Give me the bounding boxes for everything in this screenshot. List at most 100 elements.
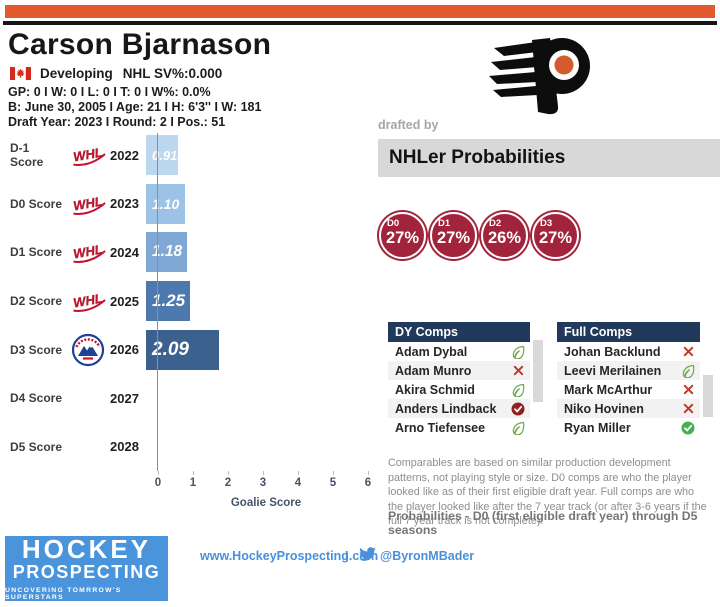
chart-row: D5 Score 2028 [10, 423, 382, 472]
axis-tick [158, 471, 159, 475]
probability-circle-d1[interactable]: D1 27% [430, 212, 477, 259]
table-row[interactable]: Akira Schmid [388, 380, 530, 399]
chart-y-axis [157, 133, 158, 471]
table-row[interactable]: Niko Hovinen [557, 399, 700, 418]
full-comps-scrollbar[interactable] [703, 375, 713, 417]
x-axis-title: Goalie Score [230, 497, 302, 509]
bar-value-label: 1.25 [152, 291, 186, 311]
row-label: D5 Score [10, 439, 63, 454]
score-bar[interactable]: 1.25 [146, 281, 190, 322]
axis-tick [368, 471, 369, 475]
score-bar[interactable]: 1.10 [146, 183, 185, 224]
development-status: Developing [40, 66, 113, 81]
nhl-sv-stat: NHL SV%:0.000 [122, 66, 223, 81]
record-line: GP: 0 I W: 0 I L: 0 I T: 0 I W%: 0.0% [8, 85, 211, 99]
comp-name: Ryan Miller [564, 420, 631, 435]
row-label: D1 Score [10, 245, 63, 260]
bar-value-label: 1.18 [152, 243, 183, 261]
top-black-bar [3, 21, 717, 25]
draft-line: Draft Year: 2023 I Round: 2 I Pos.: 51 [8, 115, 226, 129]
dy-comps-header: DY Comps [388, 322, 530, 342]
axis-tick-label: 5 [329, 477, 337, 489]
table-row[interactable]: Arno Tiefensee [388, 418, 530, 437]
table-row[interactable]: Mark McArthur [557, 380, 700, 399]
twitter-handle-link[interactable]: @ByronMBader [380, 549, 475, 563]
top-orange-bar [5, 5, 715, 18]
comparables-note: Comparables are based on similar product… [388, 457, 707, 528]
probabilities-section-title: NHLer Probabilities [378, 139, 720, 177]
canada-flag-icon [10, 67, 31, 80]
table-row[interactable]: Adam Munro [388, 361, 530, 380]
comp-name: Johan Backlund [564, 344, 661, 359]
table-row[interactable]: Leevi Merilainen [557, 361, 700, 380]
season-year: 2025 [110, 293, 139, 309]
table-row[interactable]: Johan Backlund [557, 342, 700, 361]
svg-text:WHL: WHL [72, 193, 104, 213]
score-bar[interactable]: 1.18 [146, 232, 188, 273]
row-label: D-1 Score [10, 141, 44, 170]
comp-name: Adam Dybal [395, 344, 468, 359]
probability-circles: D0 27% D1 27% D2 26% D3 27% [379, 212, 579, 259]
score-bar[interactable]: 0.91 [146, 135, 178, 176]
x-icon [682, 345, 695, 358]
chart-row: D3 Score 2026 2.09 [10, 325, 382, 374]
bar-value-label: 1.10 [152, 195, 180, 212]
x-icon [682, 402, 695, 415]
row-label: D3 Score [10, 342, 63, 357]
dy-comps-table: DY Comps Adam Dybal Adam Munro Akira Sch… [388, 322, 530, 437]
probability-circle-d0[interactable]: D0 27% [379, 212, 426, 259]
axis-tick-label: 2 [224, 477, 232, 489]
axis-tick [193, 471, 194, 475]
x-icon [682, 383, 695, 396]
hockey-prospecting-logo: HOCKEY PROSPECTING UNCOVERING TOMRROW'S … [5, 536, 168, 601]
axis-tick-label: 1 [189, 477, 197, 489]
axis-tick [228, 471, 229, 475]
leaf-icon [681, 364, 695, 378]
whl-logo-icon: WHL [66, 238, 110, 266]
table-row[interactable]: Adam Dybal [388, 342, 530, 361]
status-line: Developing NHL SV%:0.000 [10, 66, 222, 81]
full-comps-table: Full Comps Johan Backlund Leevi Merilain… [557, 322, 700, 437]
svg-text:WHL: WHL [72, 291, 104, 311]
website-link[interactable]: www.HockeyProspecting.com [200, 549, 379, 563]
comp-name: Arno Tiefensee [395, 420, 486, 435]
check-circle-green-icon [681, 421, 695, 435]
bio-line: B: June 30, 2005 I Age: 21 I H: 6'3'' I … [8, 100, 262, 114]
row-label: D4 Score [10, 391, 63, 406]
comp-name: Akira Schmid [395, 382, 475, 397]
score-bar[interactable]: 2.09 [146, 329, 220, 370]
season-year: 2026 [110, 342, 139, 358]
chart-row: D1 Score WHL 2024 1.18 [10, 228, 382, 277]
season-year: 2024 [110, 244, 139, 260]
check-circle-darkred-icon [511, 402, 525, 416]
comp-name: Anders Lindback [395, 401, 497, 416]
bar-value-label: 2.09 [152, 338, 189, 360]
row-label: D0 Score [10, 196, 63, 211]
x-icon [512, 364, 525, 377]
comp-name: Niko Hovinen [564, 401, 644, 416]
chart-row: D-1 Score WHL 2022 0.91 [10, 131, 382, 180]
probabilities-note: Probabilities - D0 (first eligible draft… [388, 509, 698, 537]
leaf-icon [511, 383, 525, 397]
table-row[interactable]: Anders Lindback [388, 399, 530, 418]
season-year: 2022 [110, 147, 139, 163]
chart-row: D2 Score WHL 2025 1.25 [10, 277, 382, 326]
bar-value-label: 0.91 [152, 147, 178, 163]
drafted-by-label: drafted by [378, 118, 439, 132]
table-row[interactable]: Ryan Miller [557, 418, 700, 437]
axis-tick-label: 3 [259, 477, 267, 489]
svg-text:WHL: WHL [72, 242, 104, 262]
season-year: 2023 [110, 196, 139, 212]
whl-logo-icon: WHL [66, 190, 110, 218]
probability-circle-d3[interactable]: D3 27% [532, 212, 579, 259]
whl-logo-icon: WHL [66, 287, 110, 315]
chart-row: D4 Score 2027 [10, 374, 382, 423]
probability-circle-d2[interactable]: D2 26% [481, 212, 528, 259]
comp-name: Adam Munro [395, 363, 472, 378]
row-label: D2 Score [10, 294, 63, 309]
pro-league-crest-icon [66, 333, 110, 367]
leaf-icon [511, 345, 525, 359]
dy-comps-scrollbar[interactable] [533, 340, 543, 402]
axis-tick-label: 6 [364, 477, 372, 489]
